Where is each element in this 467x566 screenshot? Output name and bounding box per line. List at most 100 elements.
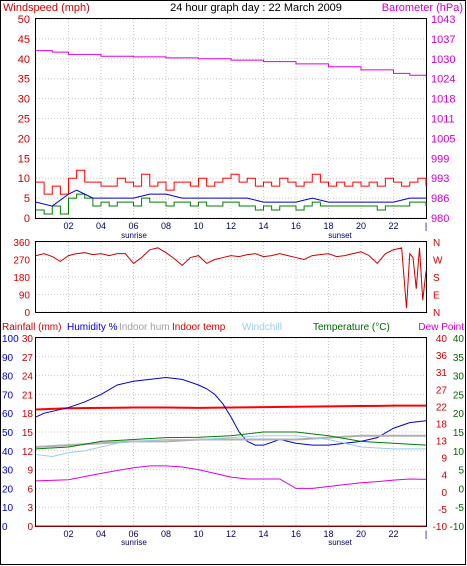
- hour-tick: 12: [226, 221, 236, 231]
- indoor_temp-line: [35, 404, 426, 411]
- hour-tick: |: [425, 221, 427, 231]
- hour-tick: 08: [161, 221, 171, 231]
- barometer-tick: 999: [431, 153, 449, 165]
- humidity-tick: 50: [2, 428, 14, 439]
- direction-compass-tick: S: [433, 273, 440, 284]
- temperature-tick: 18: [436, 419, 448, 430]
- rainfall-tick: 18: [22, 409, 34, 420]
- direction-degree-tick: 360: [13, 238, 30, 249]
- temperature-humidity-panel: Rainfall (mm) Humidity % Indoor hum Indo…: [2, 322, 464, 547]
- windspeed-tick: 25: [18, 114, 30, 126]
- dewpoint-line: [35, 465, 427, 489]
- dewpoint-tick: 10: [453, 447, 465, 458]
- temperature-tick: 40: [436, 334, 448, 345]
- rainfall-axis-label: Rainfall (mm): [2, 322, 61, 333]
- temperature-tick-labels: -10 -5 0 4 9 13 18 22 27 31 36 40: [433, 334, 448, 533]
- panel3-series: [35, 376, 427, 527]
- humidity-tick: 90: [2, 353, 14, 364]
- direction-degree-tick: 270: [13, 256, 30, 267]
- panel2-series: [35, 247, 427, 309]
- dewpoint-tick: 5: [458, 466, 464, 477]
- windspeed-tick: 30: [18, 94, 30, 106]
- rainfall-tick: 0: [27, 522, 33, 533]
- panel2-frame: [35, 241, 427, 313]
- hour-tick: 06: [128, 221, 138, 231]
- sunset-label-3: sunset: [328, 538, 352, 547]
- hour-tick: 16: [291, 529, 301, 539]
- humidity-tick: 20: [2, 484, 14, 495]
- windspeed-tick: 0: [24, 213, 30, 225]
- dewpoint-tick: 20: [453, 409, 465, 420]
- windspeed-tick: 20: [18, 133, 30, 145]
- hour-tick: 10: [193, 529, 203, 539]
- direction-degree-tick: 90: [19, 291, 31, 302]
- dewpoint-tick: 35: [453, 353, 465, 364]
- temperature-axis-label: Temperature (°C): [313, 322, 390, 333]
- hour-tick: 20: [356, 221, 366, 231]
- barometer-tick: 1018: [431, 94, 455, 106]
- hour-tick: 22: [388, 529, 398, 539]
- dewpoint-tick: 25: [453, 390, 465, 401]
- temperature-tick: 27: [436, 385, 448, 396]
- direction-degree-tick: 0: [24, 308, 30, 319]
- humidity-axis-label: Humidity %: [67, 322, 118, 333]
- hour-tick: |: [425, 529, 427, 539]
- direction-compass-tick: W: [433, 256, 443, 267]
- panel3-hour-labels: 02 04 06 08 10 12 14 16 18 20 22 |: [63, 529, 427, 539]
- rainfall-tick: 15: [22, 428, 34, 439]
- hour-tick: 14: [258, 221, 268, 231]
- humidity-tick: 70: [2, 390, 14, 401]
- dewpoint-tick: 15: [453, 428, 465, 439]
- humidity-tick: 0: [2, 522, 8, 533]
- hour-tick: 02: [63, 221, 73, 231]
- indoor-temp-label: Indoor temp: [172, 322, 226, 333]
- hour-tick: 22: [388, 221, 398, 231]
- dewpoint-tick: 0: [458, 484, 464, 495]
- rainfall-tick: 6: [27, 484, 33, 495]
- barometer-tick: 1030: [431, 54, 455, 66]
- hour-tick: 06: [128, 529, 138, 539]
- indoor-hum-label: Indoor hum: [119, 322, 170, 333]
- panel1-hour-labels: 02 04 06 08 10 12 14 16 18 20 22 |: [63, 221, 427, 231]
- sunrise-label-3: sunrise: [121, 538, 147, 547]
- barometer-tick: 980: [431, 213, 449, 225]
- rainfall-tick: 3: [27, 503, 33, 514]
- wind-barometer-panel: 24 hour graph day : 22 March 2009 Windsp…: [3, 2, 463, 240]
- rainfall-tick: 24: [22, 372, 34, 383]
- hour-tick: 08: [161, 529, 171, 539]
- direction-degree-labels: 360 270 180 90 0: [13, 238, 30, 319]
- hour-tick: 14: [258, 529, 268, 539]
- direction-compass-tick: E: [433, 291, 440, 302]
- temperature-line: [35, 431, 427, 450]
- rainfall-tick: 30: [22, 334, 34, 345]
- direction-compass-tick: N: [433, 238, 440, 249]
- barometer-line: [36, 50, 427, 77]
- windspeed-axis-label: Windspeed (mph): [3, 2, 90, 14]
- rainfall-tick-labels: 0 3 6 9 12 15 18 21 24 27 30: [22, 334, 34, 533]
- dewpoint-tick: -10: [450, 522, 465, 533]
- wind-wind-line: [35, 189, 426, 207]
- hour-tick: 04: [96, 529, 106, 539]
- dewpoint-tick: -5: [455, 503, 464, 514]
- humidity-tick: 30: [2, 466, 14, 477]
- hour-tick: 04: [96, 221, 106, 231]
- windspeed-tick: 10: [18, 173, 30, 185]
- barometer-tick: 1043: [431, 14, 455, 26]
- dewpoint-tick: 30: [453, 372, 465, 383]
- chart-title: 24 hour graph day : 22 March 2009: [170, 2, 342, 14]
- hour-tick: 16: [291, 221, 301, 231]
- hour-tick: 18: [323, 529, 333, 539]
- rainfall-tick: 12: [22, 447, 34, 458]
- temperature-tick: -5: [438, 505, 447, 516]
- barometer-axis-label: Barometer (hPa): [382, 2, 463, 14]
- windchill-line: [35, 435, 426, 457]
- temperature-tick: 13: [436, 437, 448, 448]
- windspeed-tick: 5: [24, 193, 30, 205]
- sunset-label-1: sunset: [328, 231, 352, 240]
- barometer-tick: 1024: [431, 74, 455, 86]
- hour-tick: 02: [63, 529, 73, 539]
- windspeed-tick: 40: [18, 54, 30, 66]
- dewpoint-tick: 40: [453, 334, 465, 345]
